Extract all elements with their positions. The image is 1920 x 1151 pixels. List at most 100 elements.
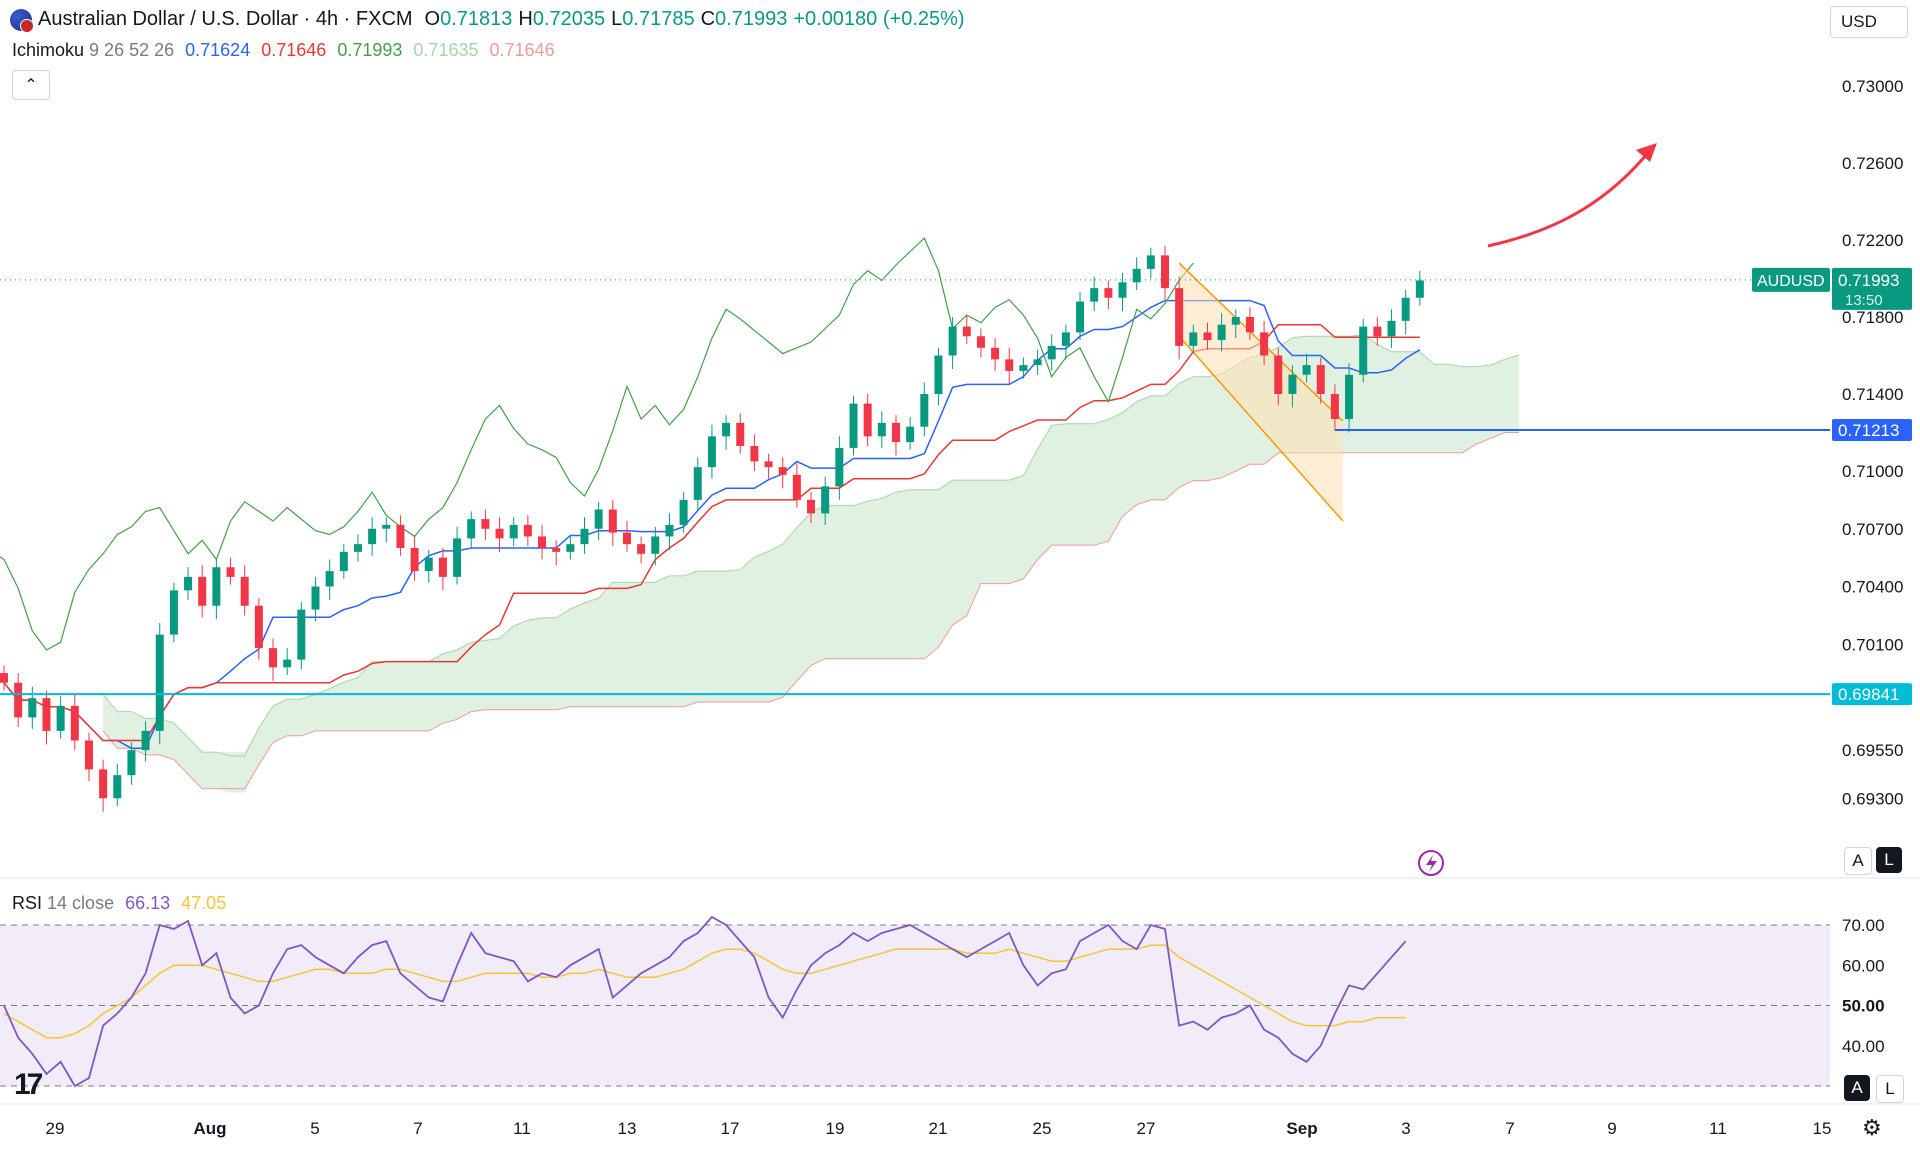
ohlc-open: O0.71813 [424, 8, 513, 30]
rsi-tick-label: 70.00 [1842, 916, 1885, 935]
time-tick-label: 13 [618, 1119, 637, 1138]
rsi-auto-scale-button[interactable]: A [1844, 1075, 1870, 1101]
candle-body [552, 548, 561, 552]
rsi-tick-label: 50.00 [1842, 997, 1885, 1016]
time-tick-label: 29 [46, 1119, 65, 1138]
price-tick-label: 0.72600 [1842, 154, 1903, 173]
time-tick-label: 7 [413, 1119, 422, 1138]
tradingview-logo-icon[interactable]: 17 [14, 1068, 43, 1101]
cloud-fill [103, 334, 1520, 793]
lightning-icon[interactable] [1418, 850, 1444, 876]
auto-scale-button[interactable]: A [1844, 847, 1872, 875]
candle-body [1033, 359, 1042, 366]
candle-body [792, 474, 801, 500]
candle-body [821, 486, 830, 514]
candle-body [679, 499, 688, 525]
time-tick-label: 7 [1505, 1119, 1514, 1138]
lightning-bolt [1426, 855, 1437, 872]
candle-body [1316, 365, 1325, 394]
candle-body [339, 551, 348, 572]
candle-body [353, 544, 362, 552]
time-tick-label: 25 [1033, 1119, 1052, 1138]
candle-body [1373, 326, 1382, 337]
price-tick-label: 0.71000 [1842, 462, 1903, 481]
price-tick-label: 0.69550 [1842, 741, 1903, 760]
rsi-params: 14 close [47, 893, 115, 913]
candle-body [863, 403, 872, 437]
currency-flag-icon [10, 8, 34, 33]
channel-lower [1178, 335, 1344, 522]
currency-selector[interactable]: USD [1830, 6, 1908, 38]
candle-body [1345, 374, 1354, 420]
ichimoku-legend[interactable]: Ichimoku 9 26 52 26 0.71624 0.71646 0.71… [12, 40, 555, 61]
candle-body [198, 576, 207, 606]
candle-body [750, 445, 759, 462]
candle-body [1330, 394, 1339, 420]
symbol-label-bg [1752, 267, 1830, 292]
rsi-ma-value: 47.05 [181, 893, 227, 913]
rsi-tick-label: 40.00 [1842, 1037, 1885, 1056]
candle-body [1104, 288, 1113, 298]
candle-body [523, 524, 532, 537]
candle-body [14, 682, 23, 718]
candle-body [28, 698, 37, 718]
candle-body [467, 519, 476, 539]
candle-body [849, 403, 858, 448]
candle-body [637, 544, 646, 554]
time-tick-label: 17 [721, 1119, 740, 1138]
candle-body [438, 557, 447, 577]
candle-body [42, 698, 51, 731]
horizontal-levels: 0.71213 0.69841 AUDUSD 0.71993 13:50 [0, 267, 1912, 706]
candle-body [410, 548, 419, 572]
chikou-line [0, 237, 1194, 651]
candle-body [99, 769, 108, 799]
candle-body [976, 336, 985, 348]
price-tick-label: 0.71800 [1842, 308, 1903, 327]
candle-body [226, 567, 235, 577]
candle-body [1288, 374, 1297, 394]
time-tick-label: Aug [193, 1119, 226, 1138]
collapse-legend-button[interactable]: ⌃ [12, 70, 50, 100]
candle-body [608, 509, 617, 533]
candle-body [368, 528, 377, 545]
time-tick-label: 3 [1401, 1119, 1410, 1138]
symbol-title[interactable]: Australian Dollar / U.S. Dollar · 4h · F… [38, 8, 413, 30]
candle-body [0, 673, 8, 683]
time-tick-label: Sep [1286, 1119, 1317, 1138]
ohlc-close: C0.71993 [700, 8, 788, 30]
ichimoku-lines [0, 237, 1520, 790]
candle-body [1019, 365, 1028, 371]
arrow-head-icon [1636, 143, 1657, 162]
candle-body [1189, 332, 1198, 346]
time-tick-label: 11 [513, 1119, 531, 1138]
candle-body [580, 528, 589, 545]
candle-body [269, 648, 278, 668]
last-price-label: 0.71993 [1838, 271, 1899, 290]
candle-body [84, 740, 93, 770]
candle-body [254, 605, 263, 649]
candle-body [113, 775, 122, 799]
candle-body [835, 447, 844, 487]
candle-body [991, 347, 1000, 360]
candle-body [934, 355, 943, 394]
candle-body [1076, 301, 1085, 333]
candle-body [1047, 345, 1056, 360]
candle-body [155, 634, 164, 731]
candle-body [962, 326, 971, 337]
price-tick-label: 0.73000 [1842, 77, 1903, 96]
candle-body [453, 538, 462, 577]
rsi-ma-line [3, 944, 1406, 1039]
candle-body [297, 609, 306, 660]
candle-body [538, 536, 547, 548]
candle-body [240, 576, 249, 606]
candle-body [56, 705, 65, 731]
candle-body [325, 571, 334, 587]
rsi-legend[interactable]: RSI 14 close 66.13 47.05 [12, 893, 226, 914]
candle-body [707, 436, 716, 468]
gear-icon[interactable]: ⚙ [1862, 1115, 1882, 1140]
candle-body [906, 426, 915, 443]
rsi-log-scale-button[interactable]: L [1876, 1075, 1904, 1103]
candle-body [693, 467, 702, 500]
log-scale-button[interactable]: L [1876, 847, 1902, 873]
